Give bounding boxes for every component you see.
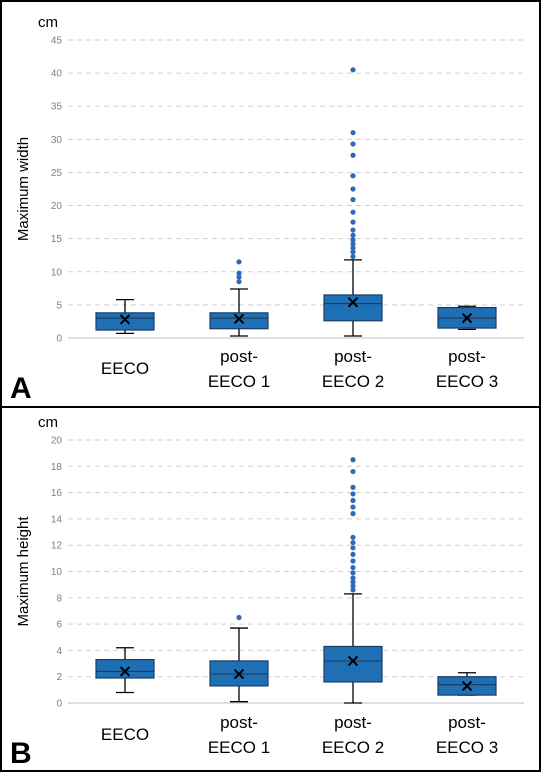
y-tick-label: 12	[51, 541, 63, 552]
outlier-point	[350, 491, 356, 497]
mean-marker	[347, 655, 359, 667]
y-tick-label: 10	[51, 267, 63, 278]
category-label: EECO 3	[436, 738, 498, 757]
y-tick-label: 2	[56, 672, 62, 683]
outlier-point	[350, 497, 356, 504]
outlier-point	[350, 245, 356, 251]
category-label: post-	[334, 347, 372, 366]
outlier-point	[350, 583, 356, 589]
mean-marker	[347, 297, 359, 308]
box-iqr	[209, 312, 269, 330]
outlier-point	[350, 558, 356, 564]
y-tick-label: 15	[51, 234, 63, 245]
outlier-point	[350, 152, 356, 158]
outlier-point	[350, 249, 356, 255]
y-tick-label: 16	[51, 488, 63, 499]
outlier-point	[350, 141, 356, 147]
y-tick-label: 18	[51, 462, 63, 473]
y-tick-label: 40	[51, 69, 63, 80]
mean-marker	[461, 312, 473, 324]
y-axis-title: Maximum width	[15, 137, 32, 241]
box-iqr	[323, 645, 383, 683]
category-label: post-	[220, 347, 258, 366]
outlier-point	[350, 534, 356, 540]
category-label: EECO 2	[322, 372, 384, 391]
outlier-point	[350, 196, 356, 203]
y-axis-title: Maximum height	[15, 516, 32, 627]
panel-b-height-chart: 0 2 4 6 8 10 12 14 16 18 20 cm Maximum height B EECO po…	[0, 406, 541, 772]
y-tick-label: 6	[56, 620, 62, 631]
y-tick-label: 25	[51, 168, 63, 179]
outlier-point	[350, 570, 356, 576]
category-label: post-	[448, 347, 486, 366]
mean-marker	[119, 666, 131, 677]
width-boxplot-svg: 0 5 10 15 20 25 30 35 40 45 cm Maximum width A EECO po…	[10, 14, 524, 405]
y-tick-label: 35	[51, 102, 63, 113]
category-label: EECO 3	[436, 372, 498, 391]
unit-label: cm	[38, 414, 58, 431]
outlier-point	[236, 274, 242, 280]
category-label: post-	[448, 713, 486, 732]
mean-marker	[461, 680, 473, 692]
outlier-point	[350, 564, 356, 571]
category-label: post-	[334, 713, 372, 732]
panel-letter: A	[10, 372, 32, 405]
unit-label: cm	[38, 14, 58, 31]
y-tick-label: 0	[56, 334, 62, 345]
outlier-point	[350, 587, 356, 593]
outlier-point	[350, 186, 356, 192]
y-tick-label: 10	[51, 567, 63, 578]
y-tick-label: 45	[51, 36, 63, 47]
y-tick-label: 0	[56, 699, 62, 710]
outlier-point	[350, 237, 356, 243]
box-iqr	[323, 294, 383, 322]
outlier-point	[350, 504, 356, 510]
panel-a-width-chart: 0 5 10 15 20 25 30 35 40 45 cm Maximum width A EECO po…	[0, 0, 541, 408]
outlier-point	[350, 468, 356, 475]
outlier-point	[350, 241, 356, 247]
outlier-point	[350, 575, 356, 581]
box-iqr	[95, 312, 155, 331]
outlier-point	[236, 270, 242, 276]
category-label: EECO 1	[208, 372, 270, 391]
outlier-point	[350, 484, 356, 490]
outlier-point	[350, 511, 356, 517]
outlier-point	[350, 209, 356, 215]
outlier-point	[236, 279, 242, 285]
y-tick-label: 5	[56, 300, 62, 311]
category-label: EECO	[101, 359, 149, 378]
outlier-point	[236, 614, 242, 621]
outlier-point	[350, 551, 356, 558]
outlier-point	[350, 227, 356, 233]
outlier-point	[350, 545, 356, 551]
category-label: EECO	[101, 725, 149, 744]
outlier-point	[350, 457, 356, 463]
y-tick-label: 14	[51, 514, 63, 525]
category-label: post-	[220, 713, 258, 732]
mean-marker	[233, 668, 245, 680]
category-label: EECO 2	[322, 738, 384, 757]
outlier-point	[236, 259, 242, 265]
y-tick-label: 4	[56, 646, 62, 657]
mean-marker	[119, 314, 131, 325]
box-iqr	[95, 659, 155, 679]
height-boxplot-svg: 0 2 4 6 8 10 12 14 16 18 20 cm Maximum height B EECO po…	[10, 414, 524, 770]
outlier-point	[350, 130, 356, 136]
y-tick-label: 30	[51, 135, 63, 146]
outlier-point	[350, 173, 356, 179]
y-tick-label: 8	[56, 593, 62, 604]
y-tick-label: 20	[51, 201, 63, 212]
panel-letter: B	[10, 737, 32, 770]
outlier-point	[350, 232, 356, 238]
outlier-point	[350, 253, 356, 260]
outlier-point	[350, 579, 356, 585]
y-tick-label: 20	[51, 436, 63, 447]
mean-marker	[233, 313, 245, 325]
category-label: EECO 1	[208, 738, 270, 757]
outlier-point	[350, 219, 356, 225]
outlier-point	[350, 539, 356, 546]
outlier-point	[350, 67, 356, 73]
